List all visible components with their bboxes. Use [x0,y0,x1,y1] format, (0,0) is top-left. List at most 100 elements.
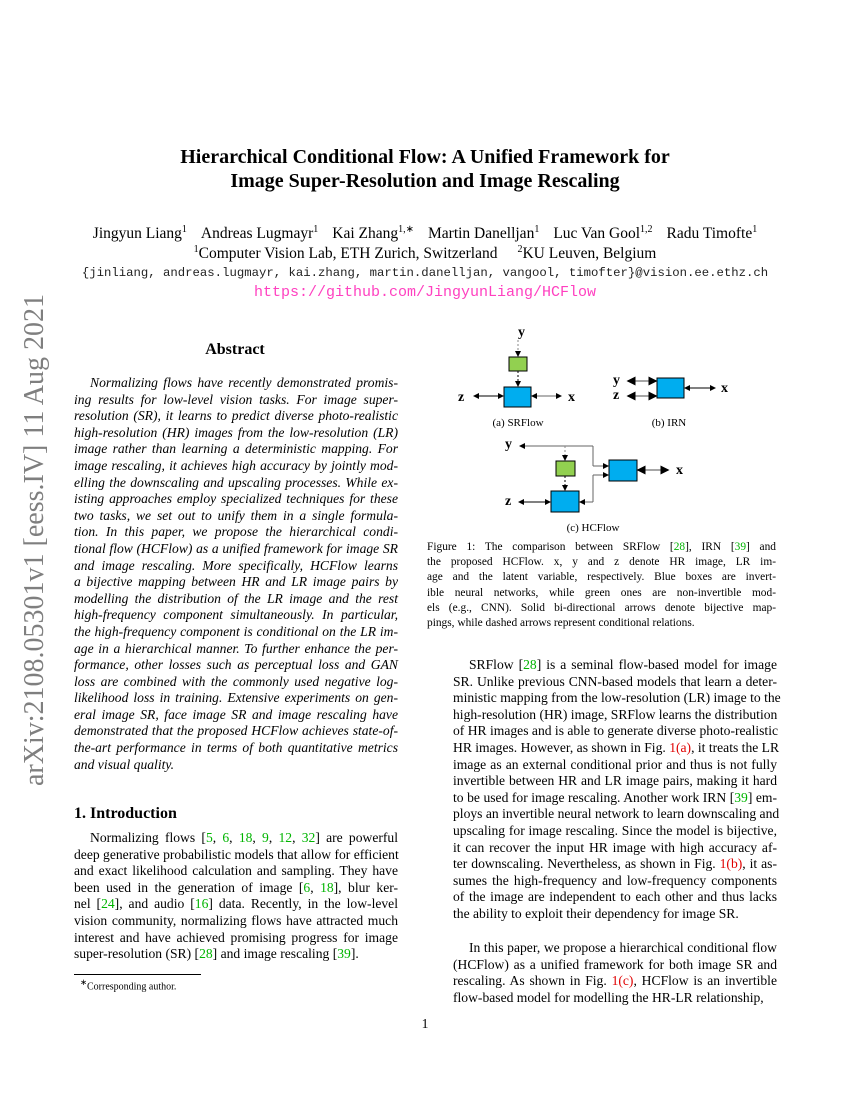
author-affiliation-mark: 1,∗ [398,224,414,235]
figure-ref-link[interactable]: 1(a) [669,739,692,755]
citation-link[interactable]: 28 [523,657,537,672]
text-line: the high-frequency component is conditio… [74,623,398,639]
label-y: y [505,437,512,452]
text-line: Normalizing flows have recently demonstr… [90,375,398,390]
github-link[interactable]: https://github.com/JingyunLiang/HCFlow [253,284,597,301]
subcaption-a: (a) SRFlow [492,417,543,429]
text-line: sumes the high-frequency and low-frequen… [453,872,777,888]
text-line: super-resolution (SR) [28] and image res… [74,946,359,962]
author-affiliation-mark: 1 [534,224,540,235]
figure-1-diagram: y z x (a) SRFlow y z x (b) IRN y [458,325,728,534]
text-line: demonstrated that the proposed HCFlow ac… [74,723,398,739]
text-line: it can recover the input HR image with h… [453,839,777,855]
figure-ref-link[interactable]: 1(b) [719,856,743,872]
text-line: SR. Unlike previous CNN-based models tha… [453,673,777,689]
text-line: els (e.g., CNN). Solid bi-directional ar… [427,601,776,614]
citation-link[interactable]: 9 [262,830,269,845]
author: Radu Timofte1 [666,224,758,243]
hcflow-diagram: y z x (c) HCFlow [505,437,683,534]
text-line: likelihood loss in training. Extensive e… [74,690,398,706]
page-number: 1 [421,1016,429,1031]
label-x: x [721,381,728,396]
citation-link[interactable]: 32 [301,830,316,845]
text-line: vision community, normalizing flows have… [74,912,398,928]
text-line: SRFlow [28] is a seminal flow-based mode… [469,657,777,672]
text-line: been used in the generation of image [6,… [74,879,399,895]
author-affiliation-mark: 1 [181,224,187,235]
emails: {jinliang, andreas.lugmayr, kai.zhang, m… [81,266,769,280]
text-line: and visual quality. [74,756,175,772]
author: Kai Zhang1,∗ [332,224,414,243]
text-line: rescaling. As shown in Fig. 1(c), HCFlow… [453,973,777,989]
affiliation: 2KU Leuven, Belgium [517,244,657,263]
label-y: y [518,325,525,340]
invertible-box [656,377,685,399]
text-line: HR images. However, as shown in Fig. 1(a… [453,739,780,755]
text-line: a bijective mapping between HR and LR im… [74,574,398,590]
text-line: Figure 1: The comparison between SRFlow … [427,541,776,553]
text-line: image as an external conditional prior a… [453,756,777,772]
affiliations: 1Computer Vision Lab, ETH Zurich, Switze… [0,244,850,263]
citation-link[interactable]: 12 [278,830,293,845]
citation-link[interactable]: 18 [320,879,334,895]
srflow-diagram: y z x (a) SRFlow [458,325,575,429]
label-z: z [613,388,619,403]
citation-link[interactable]: 39 [337,946,351,962]
text-line: upscaling for image rescaling. Since the… [453,822,777,838]
section-heading-introduction: 1. Introduction [74,805,177,822]
text-line: and exact likelihood calculation and sam… [74,863,398,879]
text-line: isting approaches employ specialized tec… [74,491,398,507]
citation-link[interactable]: 39 [734,789,748,805]
text-line: ploys an invertible neural network to le… [453,806,780,822]
text-line: deep generative probabilistic models tha… [74,846,399,862]
citation-link[interactable]: 28 [673,541,686,553]
author: Jingyun Liang1 [92,224,187,243]
author-affiliation-mark: 1 [313,224,319,235]
text-line: image rather than learning a determinist… [74,441,398,457]
text-line: loss are combined with the commonly used… [74,673,398,689]
invertible-box [503,386,532,408]
figure-ref-link[interactable]: 1(c) [611,973,634,989]
citation-link[interactable]: 28 [199,946,213,962]
author: Luc Van Gool1,2 [553,224,653,243]
author: Martin Danelljan1 [428,224,540,243]
text-line: age and the latent variable, respectivel… [427,571,776,584]
text-line: interest and have achieved promising pro… [74,929,398,945]
label-z: z [458,390,464,405]
citation-link[interactable]: 5 [205,830,213,845]
citation-link[interactable]: 6 [222,830,230,845]
text-line: Normalizing flows [5, 6, 18, 9, 12, 32] … [90,830,398,845]
text-line: high-resolution (HR) images from the low… [74,424,398,440]
text-line: nel [24], and audio [16] data. Recently,… [74,896,398,912]
text-line: the ability to exploit their dependency … [453,905,739,921]
text-line: (HCFlow) as a unified framework for both… [453,956,777,972]
text-line: flow-based model for modelling the HR-LR… [453,989,764,1005]
citation-link[interactable]: 18 [238,830,253,845]
affiliation: 1Computer Vision Lab, ETH Zurich, Switze… [193,244,498,263]
text-line: formance, other losses such as perceptua… [74,657,398,673]
non-invertible-box [555,460,576,477]
text-line: to be used for image rescaling. Another … [453,789,777,805]
right-paragraph-1: SRFlow [28] is a seminal flow-based mode… [453,657,781,923]
label-z: z [505,494,511,509]
text-line: age in a hierarchical manner. To further… [74,640,398,656]
paper-title-line1: Hierarchical Conditional Flow: A Unified… [180,146,670,168]
text-line: high-frequency component simultaneously.… [74,607,398,623]
citation-link[interactable]: 6 [303,879,311,895]
text-line: resolution (SR), it learns to predict di… [74,408,398,424]
irn-diagram: y z x (b) IRN [613,373,728,429]
text-line: invertible between HR and LR image pairs… [453,773,777,789]
text-line: eral image SR, face image SR and image r… [74,706,398,722]
author-affiliation-mark: 1 [752,224,758,235]
invertible-box [550,490,580,513]
abstract-heading: Abstract [205,341,265,358]
label-x: x [568,390,575,405]
introduction-body: Normalizing flows [5, 6, 18, 9, 12, 32] … [74,830,399,963]
citation-link[interactable]: 16 [194,896,209,912]
citation-link[interactable]: 24 [101,896,115,912]
footnote-mark: ∗ [80,978,87,987]
citation-link[interactable]: 39 [734,541,747,553]
right-paragraph-2: In this paper, we propose a hierarchical… [453,940,777,1006]
text-line: In this paper, we propose a hierarchical… [469,940,777,955]
